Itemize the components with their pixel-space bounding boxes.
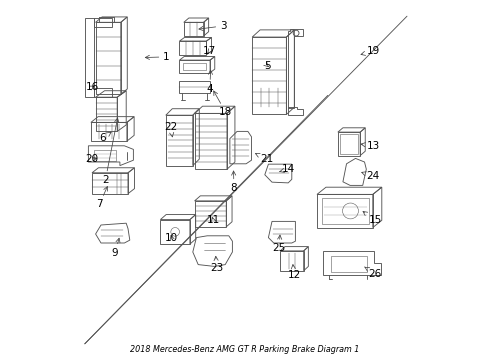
Text: 6: 6: [99, 132, 111, 143]
Text: 15: 15: [363, 211, 382, 225]
Text: 7: 7: [96, 186, 108, 210]
Text: 4: 4: [206, 70, 213, 94]
Text: 13: 13: [361, 141, 380, 151]
Text: 22: 22: [164, 122, 177, 137]
Text: 3: 3: [199, 21, 226, 31]
Text: 17: 17: [202, 46, 216, 57]
Text: 2: 2: [102, 118, 119, 185]
Text: 23: 23: [210, 256, 223, 273]
Text: 21: 21: [255, 153, 274, 164]
Text: 19: 19: [361, 46, 380, 56]
Text: 12: 12: [288, 265, 301, 280]
Text: 25: 25: [272, 235, 286, 253]
Text: 26: 26: [365, 267, 382, 279]
Text: 5: 5: [264, 60, 270, 71]
Text: 14: 14: [279, 164, 295, 174]
Text: 9: 9: [112, 238, 120, 258]
Text: 18: 18: [214, 91, 232, 117]
Text: 16: 16: [86, 82, 99, 92]
Text: 11: 11: [206, 215, 220, 225]
Text: 2018 Mercedes-Benz AMG GT R Parking Brake Diagram 1: 2018 Mercedes-Benz AMG GT R Parking Brak…: [130, 345, 360, 354]
Text: 1: 1: [146, 52, 170, 62]
Text: 20: 20: [85, 154, 98, 164]
Text: 24: 24: [362, 171, 380, 181]
Text: 8: 8: [231, 171, 237, 193]
Text: 10: 10: [165, 233, 178, 243]
